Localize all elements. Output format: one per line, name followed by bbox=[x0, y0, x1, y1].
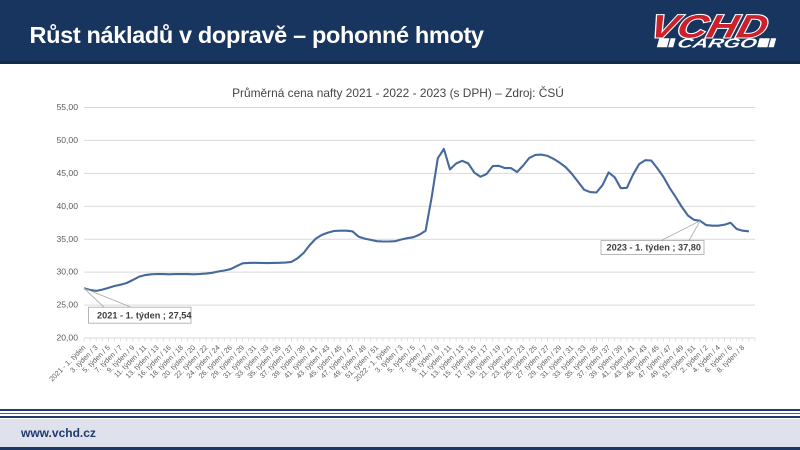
svg-text:30,00: 30,00 bbox=[56, 267, 78, 277]
svg-text:45,00: 45,00 bbox=[56, 168, 78, 178]
svg-text:2023 - 1. týden ; 37,80: 2023 - 1. týden ; 37,80 bbox=[607, 243, 701, 253]
svg-text:2021 - 1. týden ; 27,54: 2021 - 1. týden ; 27,54 bbox=[97, 311, 192, 321]
svg-text:35,00: 35,00 bbox=[56, 234, 78, 244]
svg-text:CARGO: CARGO bbox=[676, 36, 760, 51]
svg-text:20,00: 20,00 bbox=[56, 333, 78, 343]
svg-text:40,00: 40,00 bbox=[56, 201, 78, 211]
svg-text:Průměrná cena nafty 2021 - 202: Průměrná cena nafty 2021 - 2022 - 2023 (… bbox=[232, 85, 564, 100]
svg-text:50,00: 50,00 bbox=[56, 135, 78, 145]
svg-text:55,00: 55,00 bbox=[56, 102, 78, 112]
svg-text:25,00: 25,00 bbox=[56, 300, 78, 310]
